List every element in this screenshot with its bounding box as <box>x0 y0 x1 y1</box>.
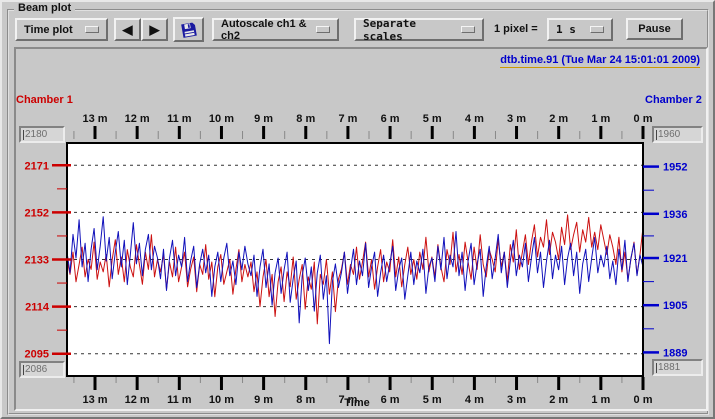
right-arrow-icon: ▶ <box>149 22 160 37</box>
plot-panel <box>14 47 708 411</box>
scales-mode-select[interactable]: Separate scales <box>354 16 484 43</box>
prev-button[interactable]: ◀ <box>114 18 141 41</box>
chamber2-axis-label: Chamber 2 <box>645 94 702 106</box>
text-cursor <box>23 129 24 140</box>
text-cursor <box>23 364 24 375</box>
entry-value: 1960 <box>658 129 681 140</box>
entry-value: 1881 <box>658 362 681 373</box>
interval-select[interactable]: 1 s <box>547 18 613 41</box>
ch2-min-entry[interactable]: 1881 <box>652 359 703 376</box>
beam-plot-groupbox <box>7 9 709 415</box>
left-arrow-icon: ◀ <box>122 22 133 37</box>
pause-button[interactable]: Pause <box>626 18 683 40</box>
next-button[interactable]: ▶ <box>141 18 168 41</box>
text-cursor <box>656 129 657 140</box>
entry-value: 2180 <box>25 129 48 140</box>
text-cursor <box>656 362 657 373</box>
autoscale-select[interactable]: Autoscale ch1 & ch2 <box>212 17 339 42</box>
ch2-max-entry[interactable]: 1960 <box>652 126 703 143</box>
plot-title: dtb.time.91 (Tue Mar 24 15:01:01 2009) <box>500 54 700 68</box>
save-button[interactable] <box>173 17 204 42</box>
option-menu-indicator <box>316 26 330 33</box>
pause-label: Pause <box>638 23 671 35</box>
option-menu-indicator <box>461 26 475 33</box>
pixel-equals-label: 1 pixel = <box>494 23 538 35</box>
time-axis-label: Time <box>344 397 370 409</box>
plot-type-value: Time plot <box>24 23 73 36</box>
entry-value: 2086 <box>25 364 48 375</box>
scales-mode-value: Separate scales <box>363 16 416 43</box>
option-menu-indicator <box>590 26 604 33</box>
plot-type-select[interactable]: Time plot <box>15 18 108 41</box>
groupbox-label: Beam plot <box>14 2 76 14</box>
floppy-disk-icon <box>180 21 198 39</box>
option-menu-indicator <box>85 26 99 33</box>
autoscale-value: Autoscale ch1 & ch2 <box>221 17 307 42</box>
interval-value: 1 s <box>556 23 576 36</box>
ch1-min-entry[interactable]: 2086 <box>19 361 65 378</box>
chamber1-axis-label: Chamber 1 <box>16 94 73 106</box>
ch1-max-entry[interactable]: 2180 <box>19 126 65 143</box>
